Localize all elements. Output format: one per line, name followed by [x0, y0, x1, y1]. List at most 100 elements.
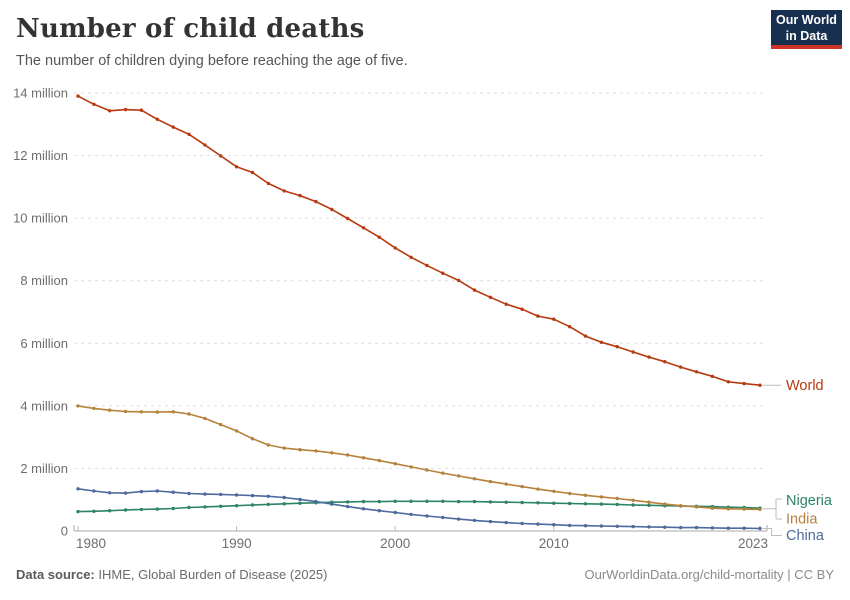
legend-label-india[interactable]: India [786, 512, 818, 528]
data-point [282, 189, 286, 193]
x-axis-label: 2010 [539, 536, 569, 551]
data-point [710, 374, 715, 379]
data-point [92, 102, 96, 107]
data-point [298, 448, 302, 452]
data-point [250, 170, 255, 175]
data-point [187, 505, 191, 510]
data-point [520, 307, 524, 311]
data-point [472, 477, 477, 481]
data-point [488, 500, 493, 504]
data-point [345, 453, 350, 457]
data-point [250, 493, 255, 498]
data-point [298, 501, 302, 505]
data-point [282, 502, 286, 506]
data-point [203, 492, 207, 496]
data-point [504, 520, 508, 525]
data-point [425, 468, 429, 472]
data-point [203, 416, 207, 421]
legend-label-china[interactable]: China [786, 528, 825, 544]
x-axis-label: 1980 [76, 536, 106, 551]
data-point [520, 484, 524, 489]
data-point [536, 314, 540, 318]
data-point [441, 471, 445, 475]
data-point [155, 117, 159, 122]
data-point [536, 522, 540, 526]
data-point [171, 125, 175, 129]
series-india[interactable] [76, 404, 762, 512]
data-point [631, 350, 635, 354]
series-world[interactable] [76, 94, 762, 387]
data-point [679, 504, 683, 508]
legend-connector [762, 498, 782, 520]
y-axis-label: 12 million [13, 148, 68, 163]
data-point [377, 235, 381, 239]
legend-label-world[interactable]: World [786, 378, 824, 394]
series-nigeria[interactable] [76, 499, 762, 514]
data-point [187, 132, 191, 136]
data-point [123, 409, 128, 414]
data-point [123, 508, 128, 512]
data-point [108, 408, 112, 412]
line-world [77, 95, 761, 386]
data-point [314, 449, 318, 453]
data-point [726, 507, 730, 511]
data-point [425, 263, 429, 268]
data-point [345, 504, 350, 509]
data-point [568, 501, 572, 506]
data-point [520, 500, 524, 505]
data-point [615, 502, 619, 507]
data-source-note[interactable]: Data source: IHME, Global Burden of Dise… [16, 567, 327, 582]
legend-label-nigeria[interactable]: Nigeria [786, 493, 833, 509]
data-point [758, 383, 762, 387]
data-point [552, 489, 556, 493]
data-point [393, 510, 397, 515]
data-point [472, 288, 477, 292]
data-point [171, 410, 175, 414]
data-point [155, 507, 159, 511]
data-point [314, 199, 318, 204]
data-point [536, 501, 540, 505]
data-point [758, 526, 762, 531]
data-point [599, 502, 604, 506]
data-point [171, 506, 175, 511]
data-point [266, 443, 270, 447]
data-point [647, 500, 651, 504]
data-point [456, 278, 461, 283]
data-point [583, 493, 588, 497]
data-point [139, 489, 144, 494]
series-china[interactable] [76, 487, 762, 531]
data-point [298, 497, 302, 502]
data-point [92, 406, 96, 411]
data-point [726, 526, 730, 530]
data-point [599, 340, 604, 344]
data-point [472, 518, 477, 523]
chart-subtitle: The number of children dying before reac… [16, 53, 408, 69]
data-point [409, 255, 413, 259]
data-point [219, 504, 223, 508]
data-point [219, 422, 223, 427]
data-point [123, 107, 128, 112]
owid-logo[interactable]: Our World in Data [771, 10, 842, 49]
line-nigeria [77, 500, 761, 513]
x-axis-label: 1990 [222, 536, 252, 551]
data-point [583, 502, 588, 506]
data-point [631, 498, 635, 502]
data-point [504, 482, 508, 486]
data-point [568, 491, 572, 496]
data-point [393, 499, 397, 503]
data-point [441, 515, 445, 520]
data-point [631, 503, 635, 507]
data-point [250, 503, 255, 507]
y-axis-label: 0 [61, 524, 68, 539]
license-link[interactable]: OurWorldinData.org/child-mortality | CC … [584, 567, 835, 582]
y-axis-label: 2 million [20, 461, 68, 476]
data-point [647, 503, 651, 507]
data-point [108, 491, 112, 495]
line-china [77, 488, 761, 530]
data-point [710, 506, 715, 510]
data-point [599, 495, 604, 499]
data-point [583, 334, 588, 338]
data-point [615, 524, 619, 528]
data-point [663, 525, 667, 529]
